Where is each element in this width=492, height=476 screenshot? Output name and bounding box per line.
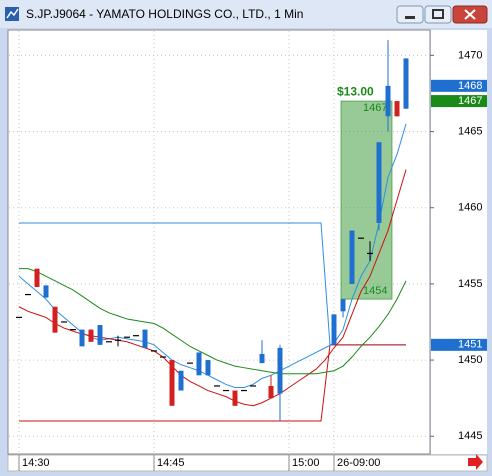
minimize-button[interactable] bbox=[396, 5, 424, 24]
candle-body bbox=[385, 85, 391, 117]
price-marker-label: 1467 bbox=[458, 95, 482, 107]
candle-body bbox=[376, 142, 382, 223]
time-axis bbox=[7, 454, 488, 472]
candle-body bbox=[268, 385, 274, 399]
trade-profit-label: $13.00 bbox=[337, 84, 374, 98]
y-tick-label: 1465 bbox=[458, 125, 482, 137]
minimize-glyph bbox=[405, 16, 415, 19]
trade-exit-label: 1467 bbox=[363, 102, 387, 114]
candle-body bbox=[178, 370, 184, 391]
candle-body bbox=[97, 325, 103, 345]
candle-body bbox=[196, 352, 202, 376]
maximize-glyph bbox=[432, 9, 444, 19]
candle-body bbox=[79, 329, 85, 347]
candle-body bbox=[88, 329, 94, 342]
candle-body bbox=[169, 360, 175, 406]
price-marker-label: 1468 bbox=[458, 80, 482, 92]
candle-body bbox=[43, 285, 49, 298]
trade-entry-label: 1454 bbox=[363, 285, 387, 297]
price-axis bbox=[431, 30, 487, 454]
x-tick-label: 26-09:00 bbox=[337, 457, 380, 469]
candle-body bbox=[349, 230, 355, 284]
x-tick-label: 14:30 bbox=[22, 457, 50, 469]
trade-box bbox=[340, 100, 393, 300]
x-tick-label: 15:00 bbox=[292, 457, 320, 469]
y-tick-label: 1460 bbox=[458, 202, 482, 214]
app-icon-glyph bbox=[6, 8, 19, 19]
candle-body bbox=[142, 329, 148, 348]
x-tick-label: 14:45 bbox=[157, 457, 185, 469]
close-glyph bbox=[464, 9, 476, 20]
candle-body bbox=[394, 101, 400, 117]
window-title: S.JP.J9064 - YAMATO HOLDINGS CO., LTD., … bbox=[26, 7, 303, 21]
candle-body bbox=[277, 347, 283, 394]
candle-body bbox=[340, 299, 346, 312]
candle-body bbox=[205, 360, 211, 376]
price-marker bbox=[431, 95, 487, 108]
y-tick-label: 1450 bbox=[458, 354, 482, 366]
candle-body bbox=[52, 306, 58, 333]
plot-layer: 1445 1450 1455 1460 1465 1470 14:30 14:45 15:00 2… bbox=[9, 31, 487, 471]
candle-body bbox=[232, 390, 238, 406]
candle-body bbox=[403, 58, 409, 109]
level-line bbox=[19, 344, 406, 422]
y-tick-label: 1445 bbox=[458, 430, 482, 442]
price-marker bbox=[431, 338, 487, 351]
candle-body bbox=[259, 353, 265, 364]
y-tick-label: 1470 bbox=[458, 49, 482, 61]
indicator-line bbox=[19, 268, 407, 375]
candle-body bbox=[331, 314, 337, 345]
price-marker-label: 1451 bbox=[458, 339, 482, 351]
scroll-arrow[interactable] bbox=[468, 454, 483, 470]
price-marker bbox=[431, 79, 487, 92]
y-tick-label: 1455 bbox=[458, 278, 482, 290]
maximize-button[interactable] bbox=[424, 5, 452, 24]
candle-body bbox=[34, 268, 40, 287]
